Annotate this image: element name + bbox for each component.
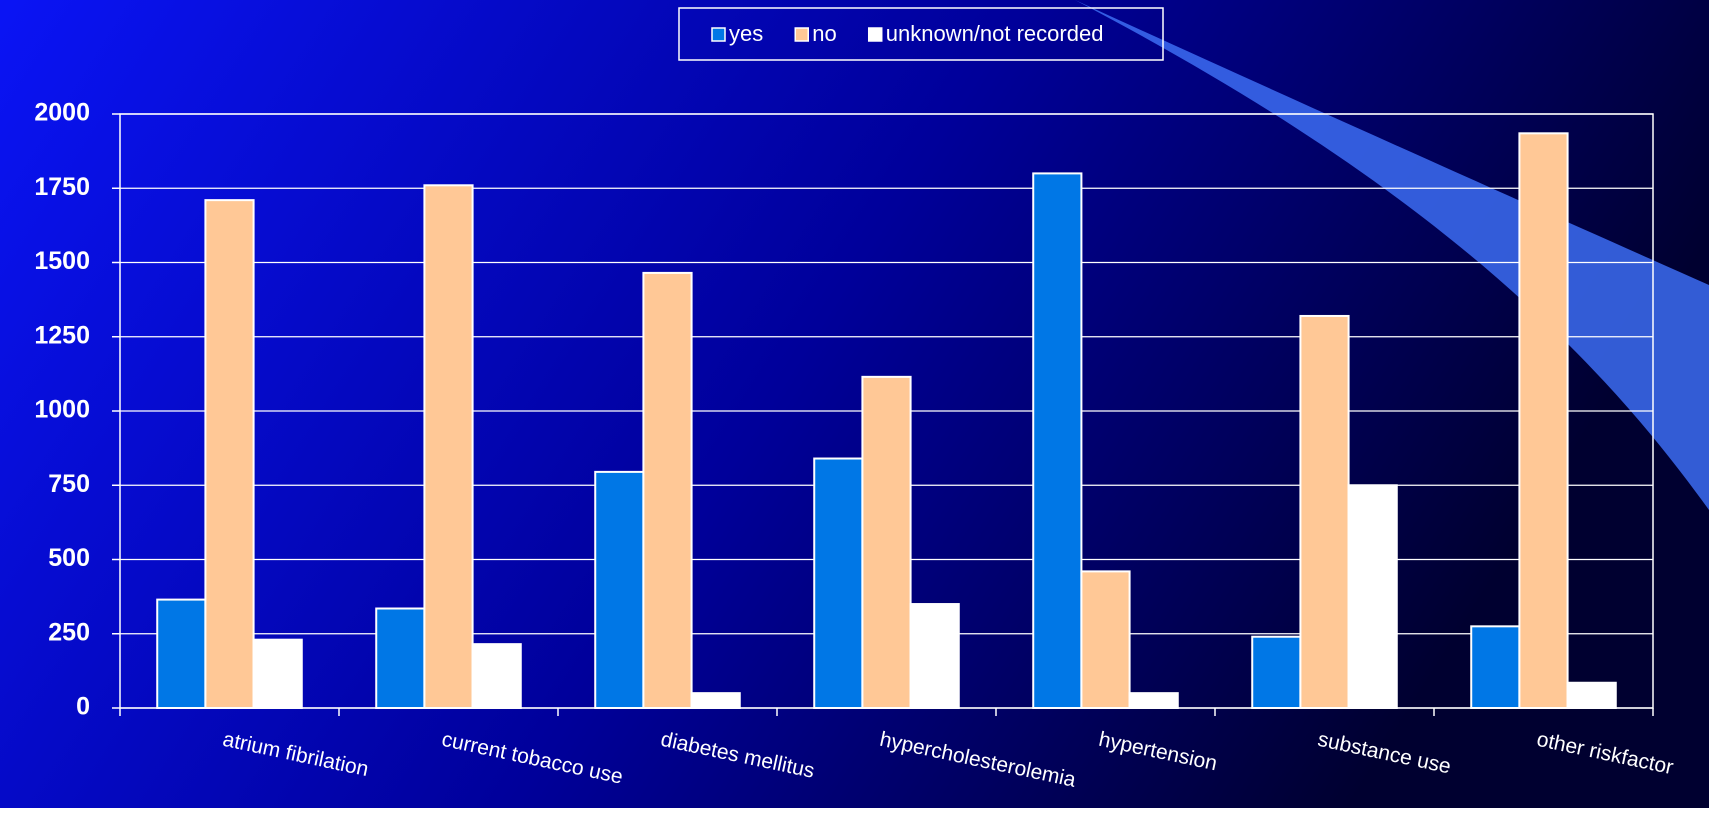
y-tick-label: 500 [48, 544, 90, 572]
bar [252, 638, 303, 709]
y-tick-label: 250 [48, 618, 90, 646]
bar [1032, 172, 1083, 709]
bar [594, 470, 645, 710]
bar [1566, 681, 1617, 710]
legend-swatch [867, 27, 883, 42]
bar [375, 607, 426, 710]
y-tick-label: 1750 [34, 173, 90, 201]
legend-swatch [794, 27, 809, 42]
legend-box [678, 7, 1164, 61]
y-tick-label: 750 [48, 470, 90, 498]
legend-swatch [711, 27, 726, 42]
bar [156, 598, 207, 709]
bar [909, 603, 960, 709]
y-tick-label: 1500 [34, 247, 90, 275]
bar [1518, 132, 1569, 709]
bar [690, 692, 741, 710]
bar [1080, 570, 1131, 709]
bar [861, 375, 912, 709]
bar [471, 643, 522, 710]
decor-swoosh [1075, 0, 1709, 510]
y-tick-label: 2000 [34, 99, 90, 127]
bar [813, 457, 864, 709]
bar [642, 271, 693, 709]
bar [1251, 635, 1302, 709]
bar [1299, 314, 1350, 709]
bar [1470, 625, 1521, 710]
bar [423, 184, 474, 709]
bar [1128, 692, 1179, 710]
bar [204, 199, 255, 709]
legend-label: yes [729, 21, 763, 46]
legend-label: no [812, 21, 836, 46]
y-tick-label: 0 [76, 693, 90, 721]
bar [1347, 484, 1398, 709]
legend-label: unknown/not recorded [886, 21, 1104, 46]
y-tick-label: 1250 [34, 321, 90, 349]
y-tick-label: 1000 [34, 396, 90, 424]
